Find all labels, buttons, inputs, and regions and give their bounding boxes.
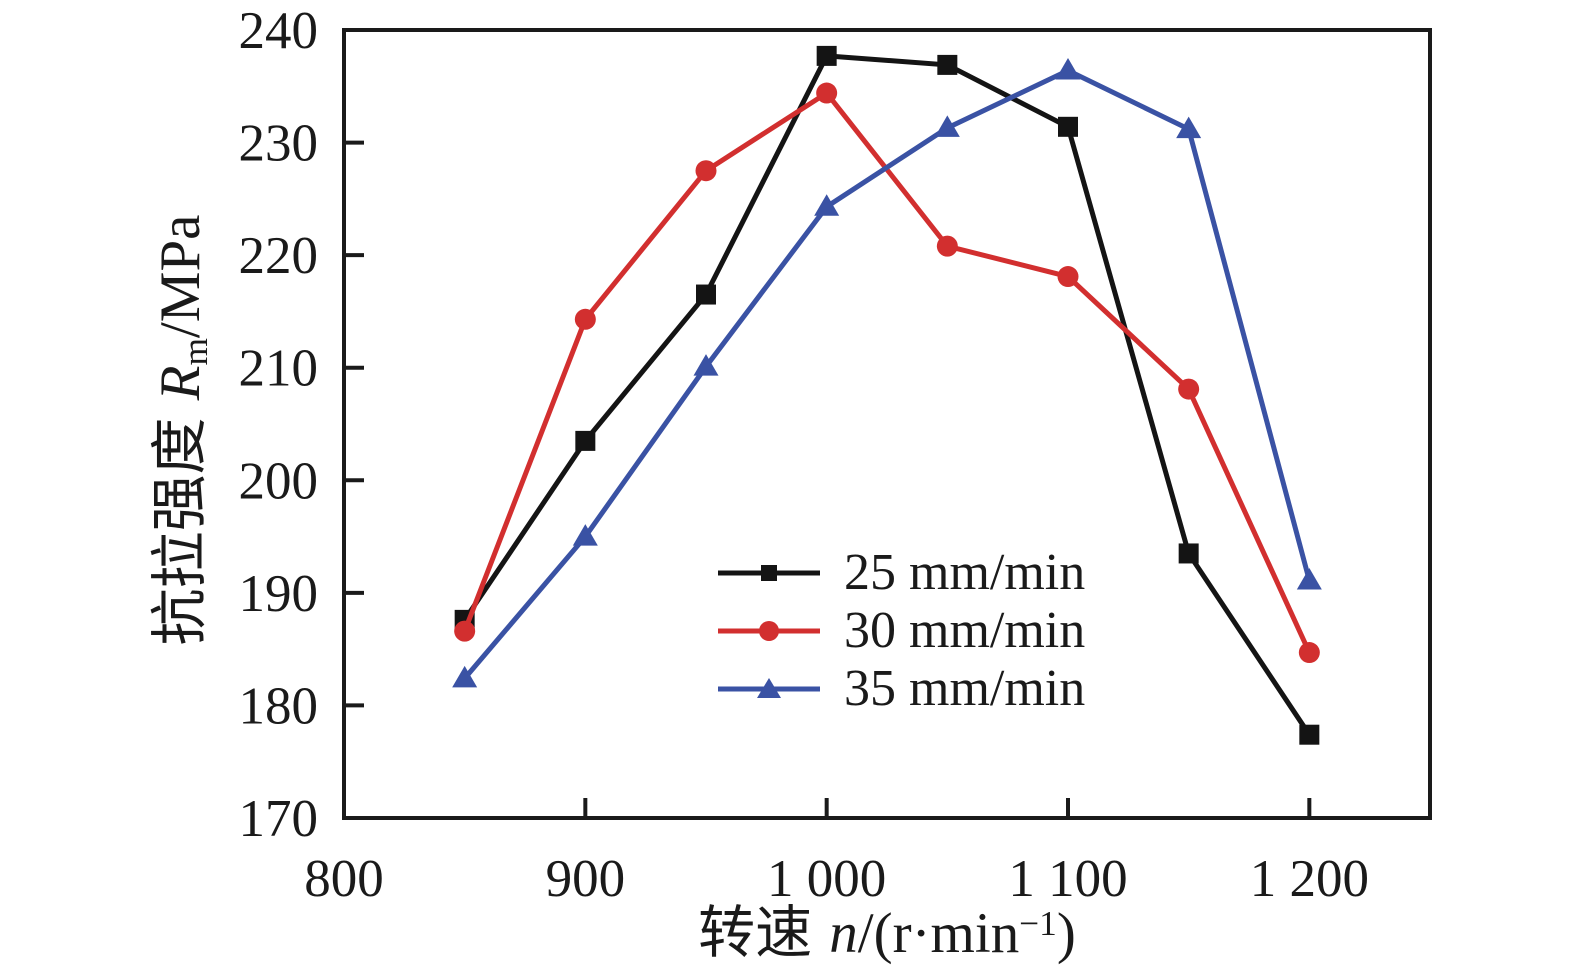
legend-label: 35 mm/min (844, 660, 1086, 717)
data-point-triangle-marker (452, 665, 478, 688)
legend-label: 30 mm/min (844, 602, 1086, 659)
legend-item-25-mm-min: 25 mm/min (716, 544, 1085, 602)
legend-marker-circle-icon (759, 621, 779, 641)
y-axis-unit: /MPa (149, 214, 212, 339)
legend-label: 25 mm/min (844, 544, 1086, 601)
legend-key-triangle-icon (716, 671, 824, 707)
legend-key-circle-icon (716, 613, 824, 649)
y-tick-label: 230 (239, 115, 319, 173)
series-line-35-mm-min (462, 67, 1312, 681)
data-point-circle-marker (695, 160, 717, 182)
y-tick-label: 210 (239, 340, 319, 398)
x-axis-superscript: −1 (1019, 904, 1057, 944)
y-axis-variable: R (149, 365, 212, 401)
y-axis-subscript: m (175, 338, 215, 366)
legend-item-30-mm-min: 30 mm/min (716, 602, 1085, 660)
data-point-triangle-marker (693, 354, 719, 376)
plot-border (342, 28, 1432, 820)
x-tick-label: 1 100 (1008, 850, 1127, 908)
data-point-square-marker (1058, 116, 1078, 137)
x-axis-variable: n (829, 902, 858, 965)
legend-key-square-icon (716, 555, 824, 591)
data-point-triangle-marker (1296, 567, 1322, 590)
data-point-circle-marker (936, 235, 958, 257)
legend-swatch-triangle-icon (718, 678, 820, 698)
legend-marker-triangle-icon (757, 678, 781, 698)
y-tick-label: 240 (239, 2, 319, 60)
data-point-circle-marker (1057, 266, 1079, 288)
data-point-triangle-marker (814, 194, 840, 216)
x-axis-title-text: 转速 (698, 902, 813, 965)
x-tick-label: 1 200 (1250, 850, 1369, 908)
x-tick-label: 1 000 (767, 850, 886, 908)
x-axis-unit: /(r·min (857, 902, 1020, 965)
legend-item-35-mm-min: 35 mm/min (716, 660, 1085, 718)
x-tick-label: 900 (546, 850, 626, 908)
x-axis-unit-close: ) (1056, 902, 1076, 965)
x-tick-label: 800 (304, 850, 384, 908)
data-point-circle-marker (1298, 642, 1320, 664)
data-point-square-marker (575, 430, 596, 451)
data-point-square-marker (937, 54, 958, 75)
data-point-square-marker (816, 45, 837, 66)
legend-swatch-square-icon (718, 565, 820, 581)
legend: 25 mm/min 30 mm/min 35 mm/min (716, 544, 1085, 718)
data-point-square-marker (696, 284, 716, 305)
y-tick-label: 190 (239, 565, 319, 623)
y-tick-label: 170 (239, 790, 319, 848)
y-tick-label: 200 (239, 452, 319, 510)
data-point-square-marker (1178, 543, 1199, 564)
y-tick-label: 180 (239, 677, 319, 735)
data-point-triangle-marker (1055, 58, 1081, 80)
legend-marker-square-icon (761, 565, 777, 581)
data-point-triangle-marker (572, 524, 598, 546)
data-point-circle-marker (816, 82, 838, 104)
data-point-circle-marker (574, 308, 596, 330)
series-line-25-mm-min (462, 53, 1312, 737)
x-axis-title: 转速 n/(r·min−1) (344, 904, 1430, 964)
y-axis-title: 抗拉强度 Rm/MPa (149, 20, 215, 840)
y-axis-title-text: 抗拉强度 (149, 417, 212, 646)
data-point-triangle-marker (934, 115, 960, 137)
data-point-circle-marker (454, 620, 476, 642)
y-tick-label: 220 (239, 227, 319, 285)
legend-swatch-circle-icon (718, 621, 820, 641)
data-point-circle-marker (1178, 378, 1200, 400)
data-point-square-marker (1299, 724, 1320, 745)
data-point-triangle-marker (1176, 116, 1202, 139)
